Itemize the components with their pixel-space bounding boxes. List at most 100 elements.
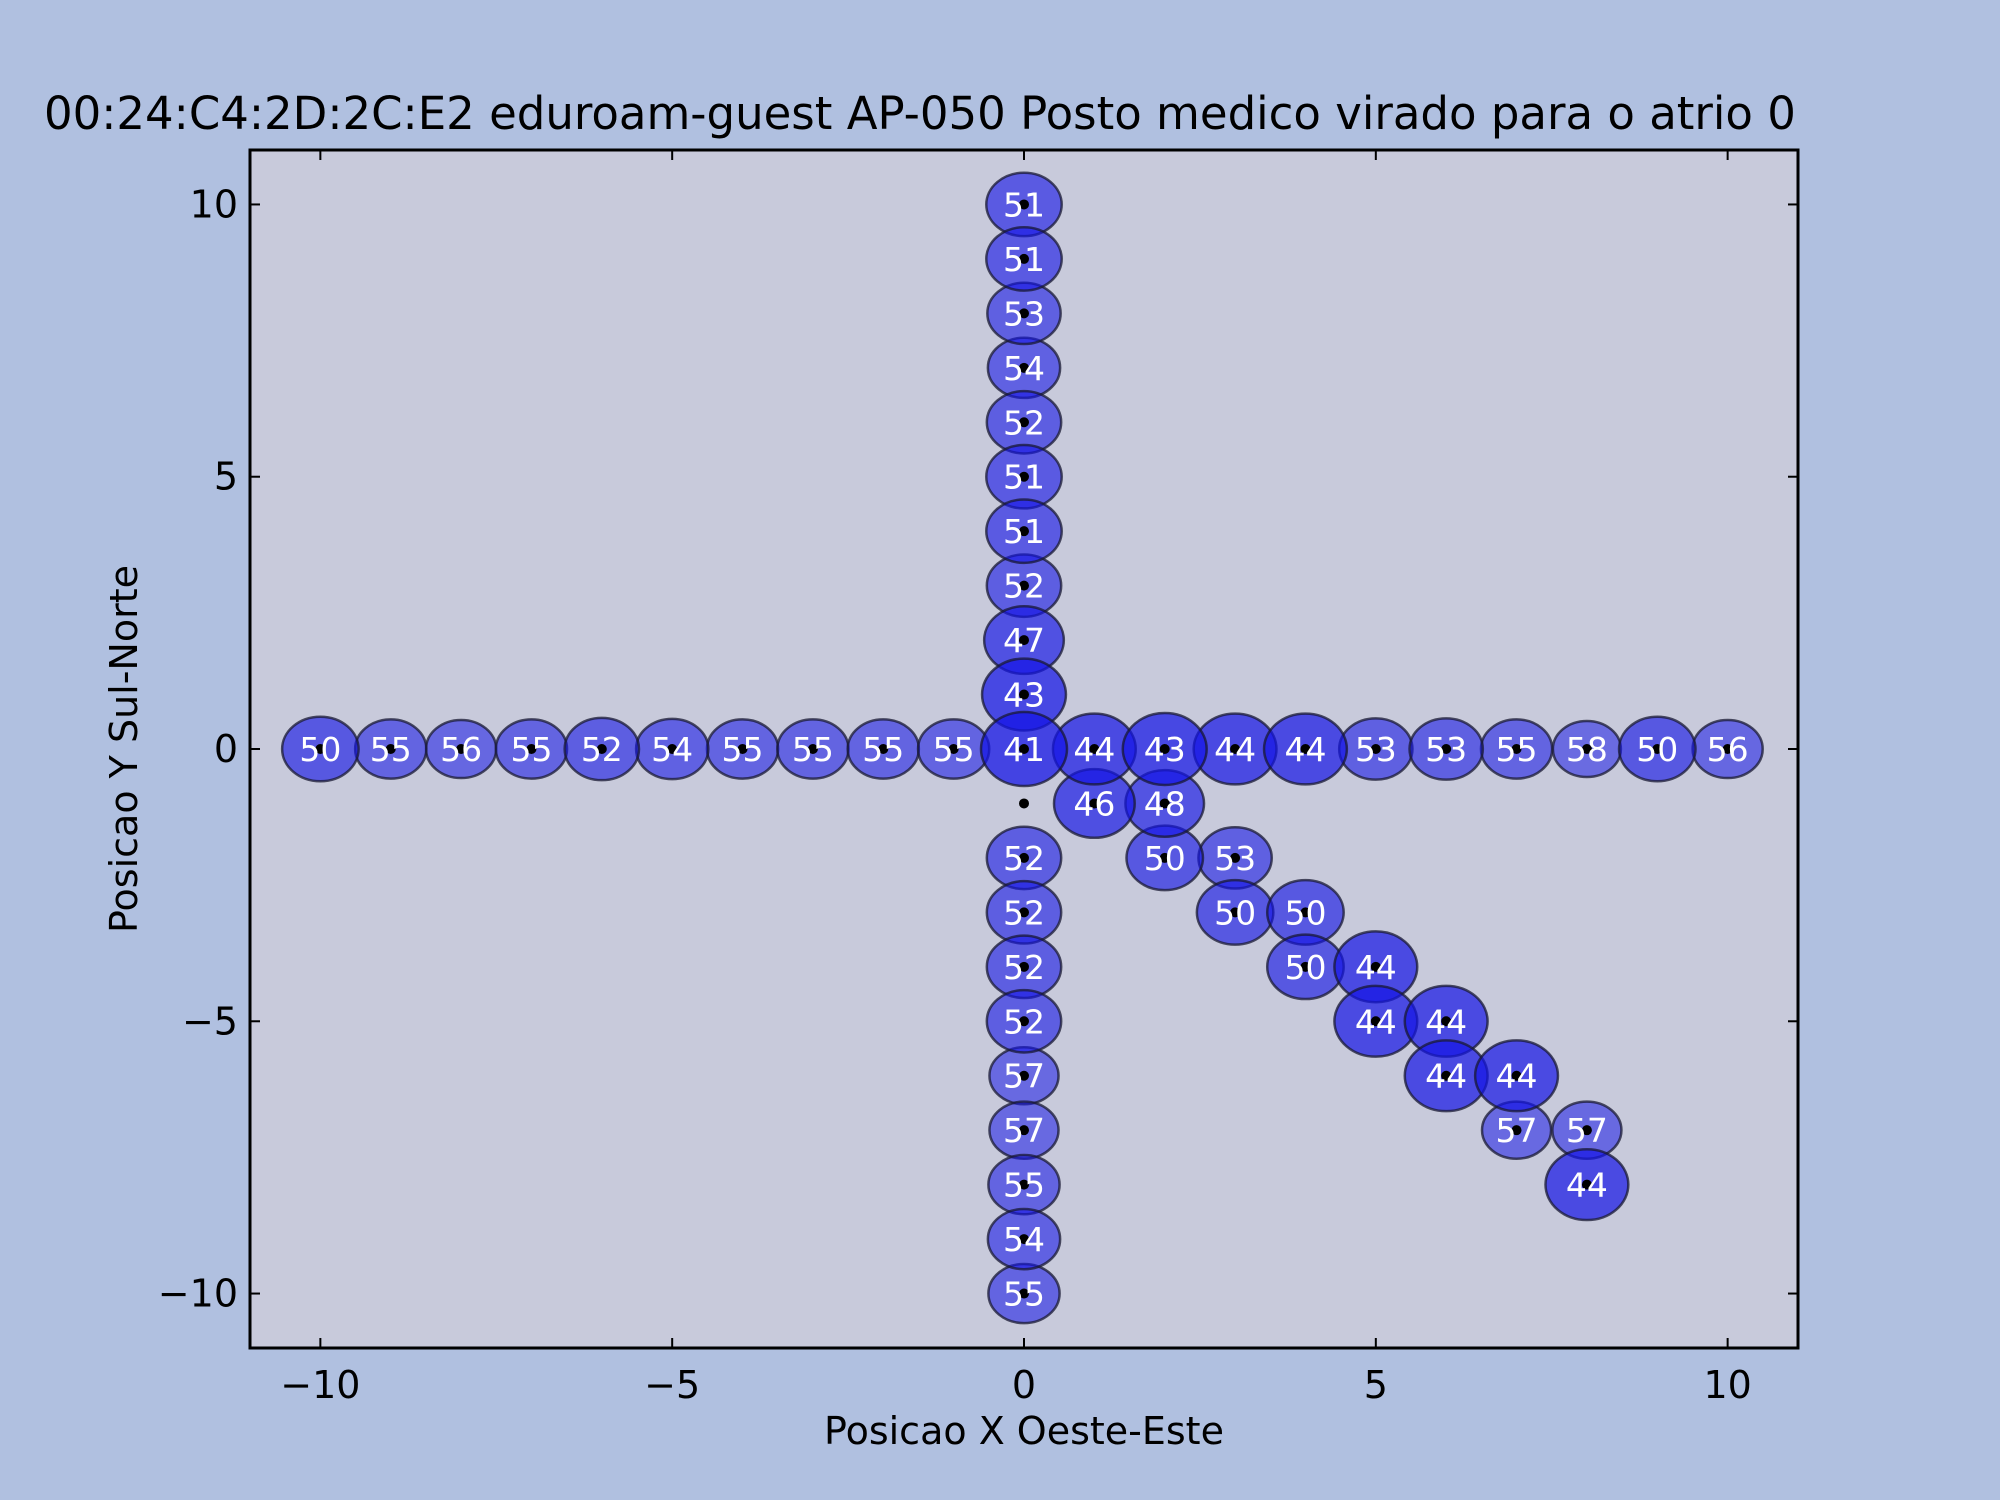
value-label: 50 <box>1144 839 1186 878</box>
value-label: 43 <box>1144 730 1186 769</box>
position-dot <box>1019 1179 1029 1190</box>
position-dot <box>1019 744 1029 754</box>
value-label: 53 <box>1003 294 1045 333</box>
position-dot <box>1019 1016 1029 1027</box>
value-label: 50 <box>1636 730 1678 769</box>
value-label: 48 <box>1144 784 1186 823</box>
value-label: 46 <box>1073 784 1115 823</box>
value-label: 54 <box>651 730 693 769</box>
position-dot <box>1230 744 1241 754</box>
position-dot <box>667 744 678 754</box>
position-dot <box>1230 852 1241 863</box>
value-label: 43 <box>1003 676 1045 715</box>
position-dot <box>1019 798 1029 809</box>
position-dot <box>1019 1234 1029 1245</box>
value-label: 57 <box>1496 1111 1538 1150</box>
value-label: 53 <box>1425 730 1467 769</box>
value-label: 56 <box>1707 730 1749 769</box>
value-label: 51 <box>1003 185 1045 224</box>
value-label: 44 <box>1566 1166 1608 1205</box>
position-dot <box>878 744 889 754</box>
value-label: 55 <box>792 730 834 769</box>
chart-title: 00:24:C4:2D:2C:E2 eduroam-guest AP-050 P… <box>44 87 1796 140</box>
y-tick-label: 10 <box>190 182 238 226</box>
y-tick-label: −5 <box>182 999 238 1043</box>
position-dot <box>1300 744 1311 754</box>
position-dot <box>456 744 467 754</box>
position-dot <box>1370 744 1381 754</box>
position-dot <box>1159 852 1170 863</box>
position-dot <box>737 744 748 754</box>
position-dot <box>1019 907 1029 918</box>
value-label: 57 <box>1003 1111 1045 1150</box>
x-tick-label: 10 <box>1703 1363 1751 1407</box>
value-label: 44 <box>1355 948 1397 987</box>
position-dot <box>1722 744 1733 754</box>
value-label: 47 <box>1003 621 1045 660</box>
value-label: 50 <box>1284 893 1326 932</box>
position-dot <box>1511 744 1522 754</box>
value-label: 52 <box>1003 403 1045 442</box>
position-dot <box>596 744 607 754</box>
position-dot <box>1300 907 1311 918</box>
value-label: 52 <box>581 730 623 769</box>
value-label: 55 <box>722 730 764 769</box>
value-label: 55 <box>1003 1275 1045 1314</box>
value-label: 52 <box>1003 893 1045 932</box>
data-point-dots <box>315 199 1733 1299</box>
x-tick-label: −10 <box>280 1363 360 1407</box>
y-axis-label: Posicao Y Sul-Norte <box>102 565 146 933</box>
position-dot <box>1230 907 1241 918</box>
value-label: 51 <box>1003 512 1045 551</box>
axis-tick-labels: −10 −5 0 5 10 −10 −5 0 5 10 <box>158 182 1752 1407</box>
value-label: 54 <box>1003 1220 1045 1259</box>
axis-ticks <box>250 150 1798 1348</box>
position-dot <box>1019 852 1029 863</box>
value-label: 53 <box>1355 730 1397 769</box>
value-label: 54 <box>1003 349 1045 388</box>
x-tick-label: −5 <box>644 1363 700 1407</box>
position-dot <box>1019 635 1029 646</box>
position-dot <box>1019 417 1029 428</box>
value-label: 55 <box>1003 1166 1045 1205</box>
position-dot <box>1441 1016 1452 1027</box>
value-label: 55 <box>933 730 975 769</box>
position-dot <box>1441 1070 1452 1081</box>
position-dot <box>1511 1070 1522 1081</box>
value-label: 50 <box>1214 893 1256 932</box>
value-label: 57 <box>1566 1111 1608 1150</box>
value-label: 44 <box>1284 730 1326 769</box>
position-dot <box>1019 199 1029 210</box>
value-label: 51 <box>1003 458 1045 497</box>
value-label: 55 <box>1496 730 1538 769</box>
position-dot <box>1019 1288 1029 1299</box>
position-dot <box>1581 1179 1592 1190</box>
position-dot <box>1370 961 1381 972</box>
position-dot <box>1019 526 1029 537</box>
y-tick-label: −10 <box>158 1272 238 1316</box>
position-dot <box>1300 961 1311 972</box>
position-dot <box>1019 1125 1029 1136</box>
value-label: 55 <box>862 730 904 769</box>
y-tick-label: 0 <box>214 727 238 771</box>
position-dot <box>1019 308 1029 319</box>
position-dot <box>1159 798 1170 809</box>
x-axis-label: Posicao X Oeste-Este <box>824 1409 1224 1453</box>
value-label: 55 <box>370 730 412 769</box>
position-dot <box>948 744 959 754</box>
position-dot <box>1652 744 1663 754</box>
value-label: 41 <box>1003 730 1045 769</box>
position-dot <box>1019 362 1029 373</box>
position-dot <box>1019 1070 1029 1081</box>
value-label: 44 <box>1496 1057 1538 1096</box>
x-tick-label: 5 <box>1364 1363 1388 1407</box>
value-label: 53 <box>1214 839 1256 878</box>
x-tick-label: 0 <box>1012 1363 1036 1407</box>
value-label: 50 <box>299 730 341 769</box>
position-dot <box>385 744 396 754</box>
position-dot <box>1581 1125 1592 1136</box>
position-dot <box>1019 471 1029 482</box>
y-tick-label: 5 <box>214 455 238 499</box>
value-label: 44 <box>1073 730 1115 769</box>
